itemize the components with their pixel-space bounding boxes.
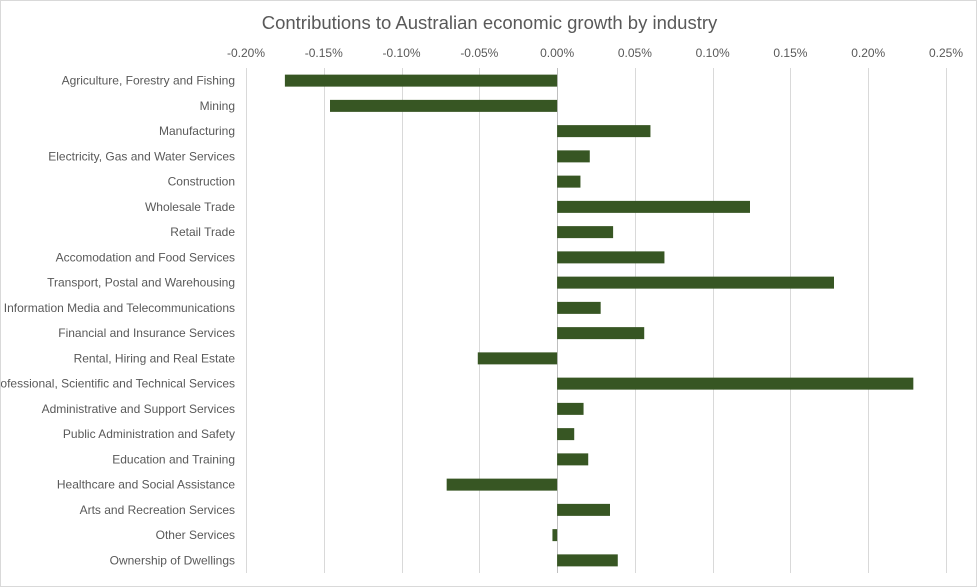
- category-label: Financial and Insurance Services: [58, 326, 235, 340]
- category-label: Electricity, Gas and Water Services: [48, 149, 235, 163]
- x-tick-label: -0.10%: [383, 46, 421, 60]
- bar: [557, 453, 589, 466]
- bar: [557, 377, 914, 390]
- category-label: Information Media and Telecommunications: [4, 301, 235, 315]
- bar: [446, 478, 558, 491]
- bar: [557, 428, 575, 441]
- category-label: Healthcare and Social Assistance: [57, 478, 235, 492]
- category-label: Arts and Recreation Services: [80, 503, 235, 517]
- bar: [557, 150, 590, 163]
- x-tick-label: 0.00%: [540, 46, 574, 60]
- category-label: Retail Trade: [170, 225, 235, 239]
- x-tick-label: -0.05%: [460, 46, 498, 60]
- bar: [557, 175, 581, 188]
- x-tick-label: 0.25%: [929, 46, 963, 60]
- bar: [557, 276, 834, 289]
- category-label: Transport, Postal and Warehousing: [47, 276, 235, 290]
- gridlines: [246, 68, 947, 573]
- bar: [284, 74, 558, 87]
- bar: [557, 125, 651, 138]
- bar: [557, 503, 610, 516]
- bar: [557, 200, 750, 213]
- category-label: Manufacturing: [159, 124, 235, 138]
- category-label: Other Services: [156, 528, 235, 542]
- bars: [284, 74, 914, 567]
- category-label: Ownership of Dwellings: [110, 553, 235, 567]
- x-tick-label: 0.20%: [851, 46, 885, 60]
- category-label: Construction: [168, 175, 235, 189]
- bar: [557, 327, 645, 340]
- category-label: Accomodation and Food Services: [56, 250, 235, 264]
- chart-title: Contributions to Australian economic gro…: [261, 12, 718, 33]
- x-tick-label: 0.05%: [618, 46, 652, 60]
- category-label: Wholesale Trade: [145, 200, 235, 214]
- x-tick-label: -0.20%: [227, 46, 265, 60]
- bar: [557, 402, 584, 415]
- bar: [330, 99, 558, 112]
- category-label: Mining: [200, 99, 235, 113]
- x-tick-label: 0.10%: [696, 46, 730, 60]
- x-tick-labels: -0.20% -0.15% -0.10% -0.05% 0.00% 0.05% 0.10% 0…: [227, 46, 963, 60]
- category-label: Administrative and Support Services: [42, 402, 235, 416]
- bar: [552, 529, 558, 542]
- category-label: Rental, Hiring and Real Estate: [74, 351, 236, 365]
- category-label: Professional, Scientific and Technical S…: [1, 377, 235, 391]
- category-labels: Agriculture, Forestry and Fishing Mining M…: [1, 74, 235, 568]
- bar: [557, 301, 601, 314]
- category-label: Education and Training: [112, 452, 235, 466]
- bar: [477, 352, 558, 365]
- bar: [557, 251, 665, 264]
- category-label: Public Administration and Safety: [63, 427, 235, 441]
- x-tick-label: 0.15%: [773, 46, 807, 60]
- x-tick-label: -0.15%: [305, 46, 343, 60]
- bar: [557, 554, 618, 567]
- bar: [557, 226, 614, 239]
- category-label: Agriculture, Forestry and Fishing: [62, 74, 235, 88]
